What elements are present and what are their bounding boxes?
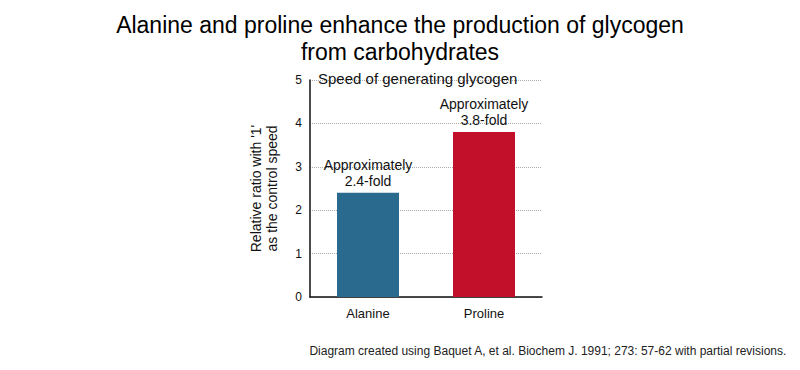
svg-text:5: 5 xyxy=(295,73,302,87)
svg-text:Relative ratio with '1': Relative ratio with '1' xyxy=(248,125,264,253)
svg-text:0: 0 xyxy=(295,290,302,304)
svg-text:Alanine and proline enhance th: Alanine and proline enhance the producti… xyxy=(116,12,684,38)
svg-text:2.4-fold: 2.4-fold xyxy=(345,173,392,189)
svg-text:Speed of generating glycogen: Speed of generating glycogen xyxy=(318,70,517,87)
svg-text:4: 4 xyxy=(295,116,302,130)
svg-text:Diagram created using Baquet A: Diagram created using Baquet A, et al. B… xyxy=(309,344,786,358)
svg-text:1: 1 xyxy=(295,247,302,261)
svg-text:from carbohydrates: from carbohydrates xyxy=(301,39,499,65)
svg-text:as the control speed: as the control speed xyxy=(264,125,280,251)
svg-text:Alanine: Alanine xyxy=(346,306,389,321)
svg-text:Approximately: Approximately xyxy=(440,96,529,112)
svg-text:2: 2 xyxy=(295,203,302,217)
svg-text:3.8-fold: 3.8-fold xyxy=(461,112,508,128)
svg-text:Proline: Proline xyxy=(464,306,504,321)
svg-text:3: 3 xyxy=(295,160,302,174)
svg-text:Approximately: Approximately xyxy=(324,157,413,173)
